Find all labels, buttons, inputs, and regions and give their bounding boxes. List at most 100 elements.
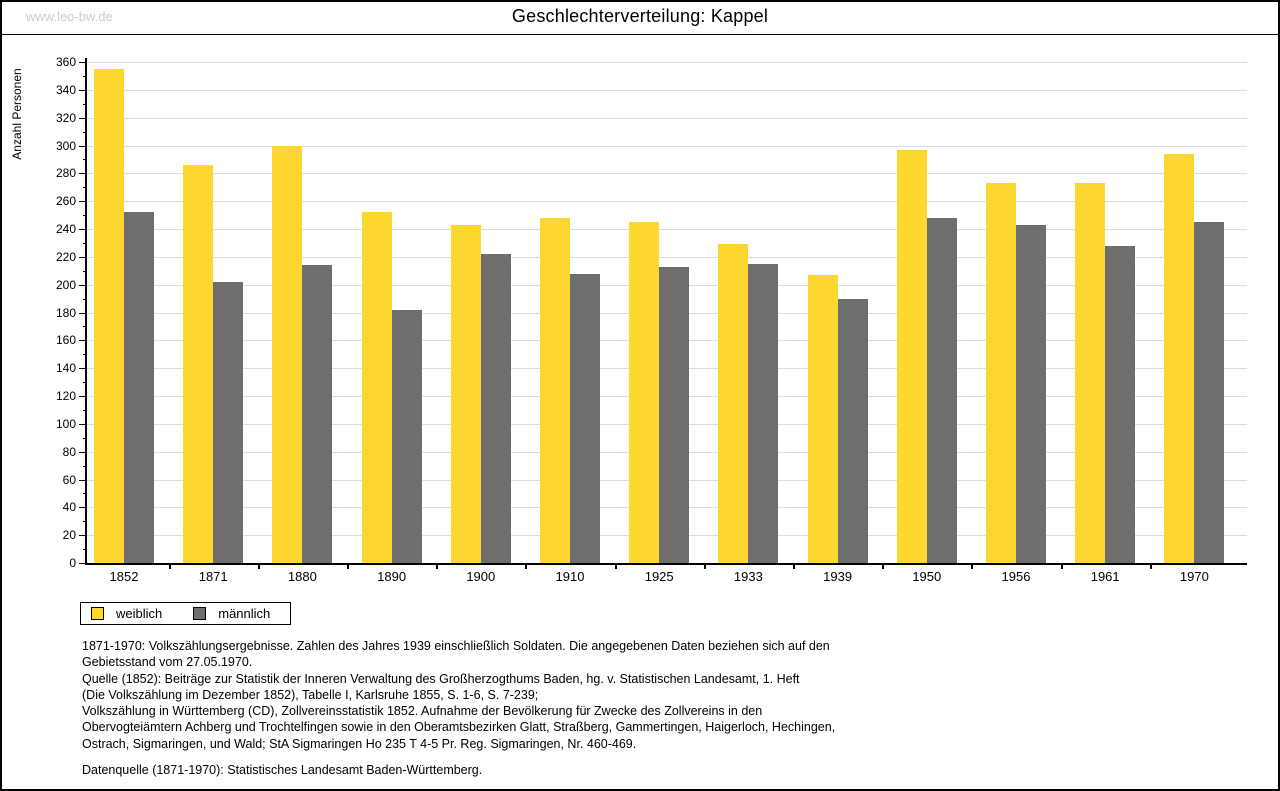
bar-1950-männlich [926, 217, 957, 563]
gridline-340 [87, 89, 1247, 91]
y-minor-tick [83, 521, 86, 523]
footer-notes: 1871-1970: Volkszählungsergebnisse. Zahl… [82, 638, 1232, 778]
y-minor-tick [83, 187, 86, 189]
legend-swatch-icon [193, 607, 207, 620]
x-tick-label-1910: 1910 [555, 569, 585, 584]
y-minor-tick [83, 75, 86, 77]
x-axis-line [85, 563, 1247, 565]
x-tick-label-1871: 1871 [198, 569, 228, 584]
x-tick [436, 565, 439, 569]
bar-1961-männlich [1105, 245, 1136, 563]
y-tick-340 [79, 89, 86, 91]
y-tick-label-140: 140 [55, 361, 76, 376]
y-tick-240 [79, 229, 86, 230]
x-tick [703, 565, 706, 569]
y-tick-label-240: 240 [55, 222, 76, 236]
bar-1925-männlich [659, 266, 690, 563]
gridline-240 [87, 229, 1247, 230]
gridline-320 [87, 117, 1247, 119]
source-note-line: Volkszählung in Württemberg (CD), Zollve… [82, 704, 763, 719]
bar-1900-weiblich [450, 224, 481, 563]
gridline-280 [87, 173, 1247, 175]
legend-label: männlich [218, 606, 271, 621]
y-minor-tick [83, 159, 86, 161]
x-tick-label-1933: 1933 [733, 569, 763, 584]
y-tick-120 [79, 396, 86, 397]
y-minor-tick [83, 549, 86, 551]
legend-label: weiblich [116, 606, 163, 621]
y-tick-80 [79, 451, 86, 453]
legend: weiblich männlich [80, 602, 291, 625]
x-tick [1060, 565, 1063, 569]
x-tick [793, 565, 795, 569]
y-minor-tick [83, 131, 86, 133]
y-minor-tick [83, 354, 86, 356]
y-tick-180 [79, 312, 86, 314]
x-tick [882, 565, 885, 569]
x-tick [614, 565, 617, 569]
bar-1961-weiblich [1075, 183, 1106, 563]
y-tick-260 [79, 201, 86, 203]
bar-1925-weiblich [629, 222, 660, 563]
x-tick-label-1961: 1961 [1090, 569, 1120, 584]
y-tick-label-100: 100 [55, 416, 76, 431]
bar-1970-weiblich [1164, 153, 1195, 563]
y-tick-label-200: 200 [55, 277, 76, 292]
bar-1900-männlich [480, 254, 511, 563]
y-minor-tick [83, 409, 86, 411]
y-tick-40 [79, 507, 86, 509]
y-minor-tick [83, 103, 86, 105]
bar-1956-weiblich [986, 183, 1016, 563]
bar-1910-weiblich [540, 217, 570, 563]
bar-1939-weiblich [807, 274, 838, 563]
gridline-260 [87, 201, 1247, 203]
y-tick-label-20: 20 [62, 528, 76, 543]
gridline-300 [87, 145, 1247, 147]
y-tick-label-120: 120 [55, 389, 76, 403]
y-tick-label-300: 300 [55, 138, 76, 153]
x-tick [168, 565, 171, 569]
datasource-note: Datenquelle (1871-1970): Statistisches L… [82, 763, 483, 778]
x-tick [525, 565, 528, 569]
bar-1890-weiblich [361, 212, 392, 563]
x-tick-label-1890: 1890 [377, 569, 407, 584]
bar-1852-männlich [124, 212, 154, 563]
y-tick-220 [79, 256, 86, 258]
x-tick-label-1950: 1950 [912, 569, 942, 584]
y-minor-tick [83, 242, 86, 244]
bar-1880-weiblich [272, 145, 303, 563]
source-note-line: Gebietsstand vom 27.05.1970. [82, 655, 253, 670]
bar-1933-männlich [748, 263, 779, 563]
y-tick-label-160: 160 [55, 333, 76, 348]
bar-1890-männlich [391, 309, 422, 563]
source-note-line: Ostrach, Sigmaringen, und Wald; StA Sigm… [82, 736, 637, 751]
y-tick-label-80: 80 [62, 444, 76, 459]
y-tick-label-360: 360 [55, 55, 76, 69]
legend-item-männlich: männlich [193, 606, 270, 621]
y-tick-label-180: 180 [55, 305, 76, 320]
y-tick-label-320: 320 [55, 110, 76, 125]
y-tick-label-340: 340 [55, 82, 76, 97]
y-tick-360 [79, 62, 86, 63]
source-note-line: 1871-1970: Volkszählungsergebnisse. Zahl… [82, 639, 830, 653]
y-tick-280 [79, 173, 86, 175]
gridline-360 [87, 62, 1247, 63]
source-note-line: (Die Volkszählung im Dezember 1852), Tab… [82, 687, 539, 702]
y-minor-tick [83, 215, 86, 217]
bar-1933-weiblich [718, 244, 749, 563]
y-tick-100 [79, 423, 86, 425]
y-tick-60 [79, 479, 86, 481]
x-tick-label-1925: 1925 [644, 569, 674, 584]
legend-item-weiblich: weiblich [91, 606, 162, 621]
x-tick [347, 565, 349, 569]
source-notes: 1871-1970: Volkszählungsergebnisse. Zahl… [82, 638, 1232, 752]
y-tick-140 [79, 368, 86, 370]
bar-1880-männlich [302, 265, 333, 563]
bar-1939-männlich [837, 298, 868, 563]
y-minor-tick [83, 382, 86, 384]
x-tick [1149, 565, 1152, 569]
y-minor-tick [83, 298, 86, 300]
x-tick-label-1956: 1956 [1001, 569, 1031, 584]
y-tick-300 [79, 145, 86, 147]
